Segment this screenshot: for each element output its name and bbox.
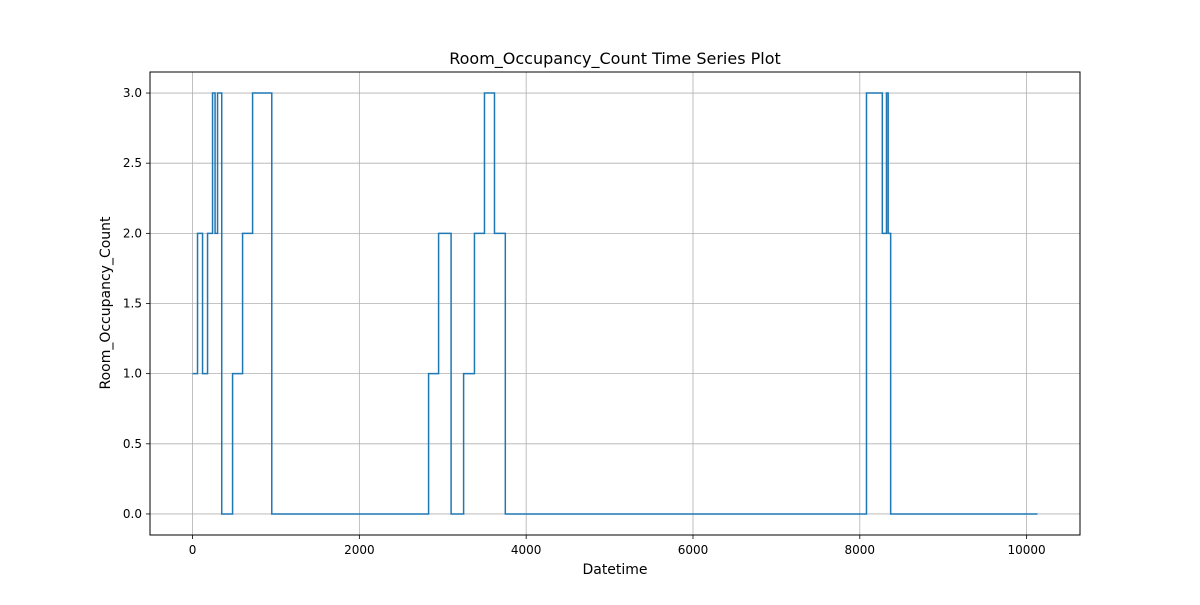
y-tick-label: 2.0 xyxy=(123,226,142,240)
x-tick-label: 2000 xyxy=(344,543,375,557)
x-axis-ticks: 0 2000 4000 6000 8000 10000 xyxy=(189,535,1046,557)
x-tick-label: 10000 xyxy=(1008,543,1046,557)
y-axis-label: Room_Occupancy_Count xyxy=(98,216,114,390)
y-tick-label: 1.0 xyxy=(123,367,142,381)
x-axis-label: Datetime xyxy=(582,562,647,578)
x-tick-label: 4000 xyxy=(511,543,542,557)
y-axis-ticks: 0.0 0.5 1.0 1.5 2.0 2.5 3.0 xyxy=(123,86,150,521)
x-tick-label: 6000 xyxy=(678,543,709,557)
series-layer xyxy=(192,92,1038,515)
y-tick-label: 2.5 xyxy=(123,156,142,170)
x-tick-label: 8000 xyxy=(845,543,876,557)
y-tick-label: 0.0 xyxy=(123,507,142,521)
chart-title: Room_Occupancy_Count Time Series Plot xyxy=(449,49,781,69)
x-tick-label: 0 xyxy=(189,543,197,557)
y-tick-label: 3.0 xyxy=(123,86,142,100)
series-line xyxy=(192,92,1038,515)
y-tick-label: 1.5 xyxy=(123,297,142,311)
y-tick-label: 0.5 xyxy=(123,437,142,451)
